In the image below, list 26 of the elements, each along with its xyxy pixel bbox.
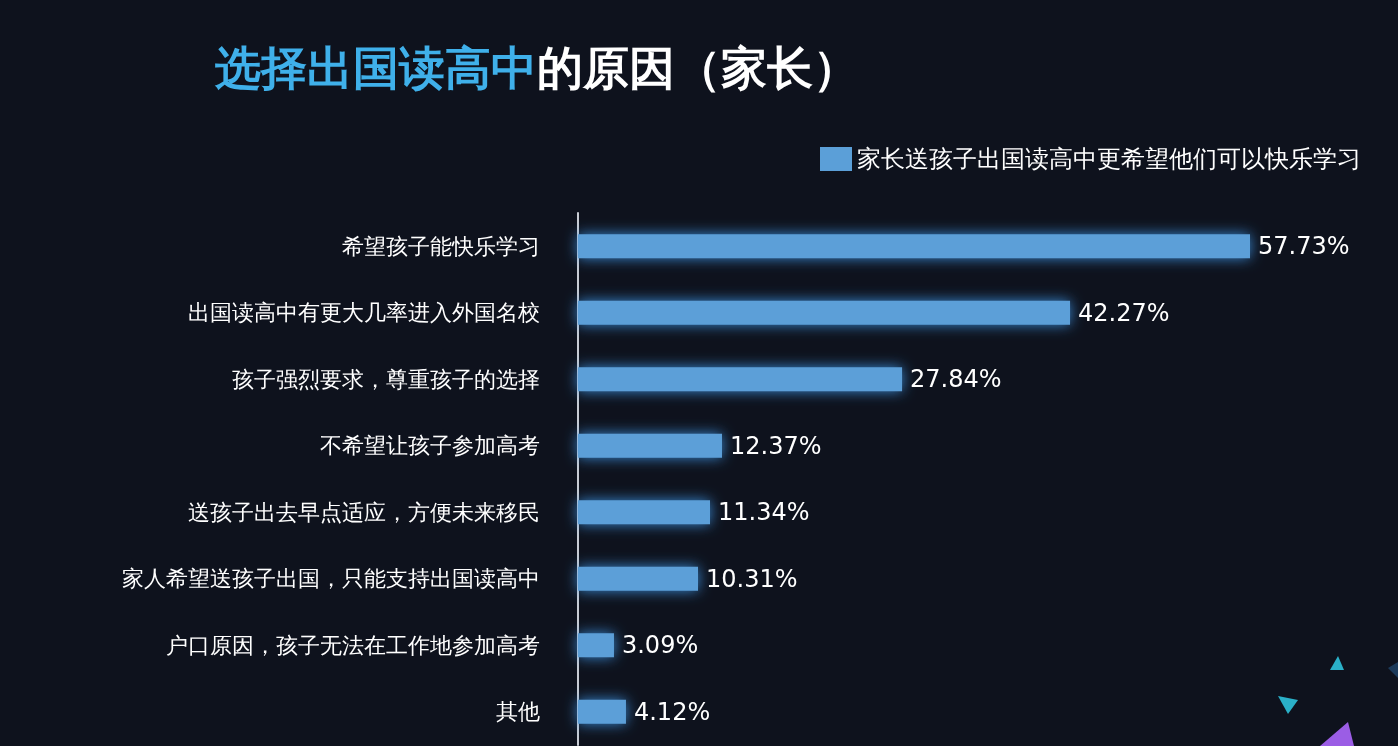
bar (578, 300, 1071, 325)
y-tick-label: 户口原因，孩子无法在工作地参加高考 (166, 632, 540, 658)
data-label: 3.09% (621, 631, 699, 660)
data-label: 27.84% (910, 365, 1002, 394)
bar (578, 500, 710, 525)
y-tick-label: 送孩子出去早点适应，方便未来移民 (188, 499, 540, 525)
bar (578, 234, 1250, 259)
y-tick-label: 希望孩子能快乐学习 (342, 233, 540, 259)
chart-title: 选择出国读高中的原因（家长） (214, 41, 859, 95)
data-label: 4.12% (633, 697, 711, 726)
y-tick-label: 其他 (496, 699, 540, 725)
data-label: 12.37% (729, 431, 822, 460)
y-tick-label: 不希望让孩子参加高考 (320, 433, 540, 459)
y-tick-label: 家人希望送孩子出国，只能支持出国读高中 (122, 566, 540, 592)
bar (578, 699, 626, 724)
data-label: 10.31% (706, 564, 798, 593)
legend-label: 家长送孩子出国读高中更希望他们可以快乐学习 (857, 145, 1361, 173)
data-label: 11.34% (718, 498, 810, 527)
data-label: 57.73% (1258, 232, 1350, 261)
bar (578, 633, 614, 658)
y-tick-label: 出国读高中有更大几率进入外国名校 (188, 300, 540, 326)
bar (578, 367, 903, 392)
y-tick-label: 孩子强烈要求，尊重孩子的选择 (232, 366, 540, 392)
data-label: 42.27% (1078, 298, 1170, 327)
bar (578, 566, 699, 591)
bar (578, 433, 722, 458)
